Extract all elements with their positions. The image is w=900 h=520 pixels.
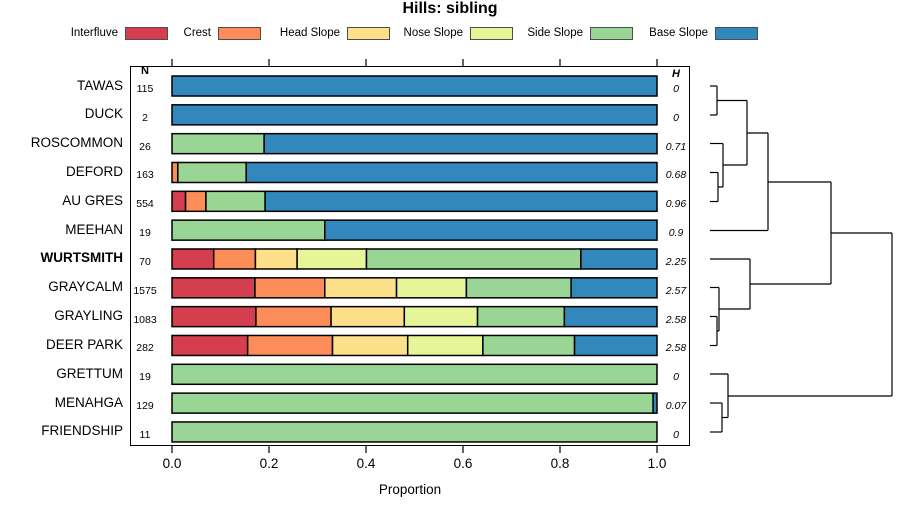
h-value-duck: 0 [673,111,679,124]
chart-title: Hills: sibling [402,0,498,17]
row-label-menahga: MENAHGA [54,394,123,410]
legend-label-crest: Crest [183,27,211,39]
row-label-wurtsmith: WURTSMITH [40,250,123,266]
legend-label-base-slope: Base Slope [649,27,708,39]
x-tick-0.8: 0.8 [550,456,570,471]
legend-swatch-interfluve [125,27,168,40]
n-column-header: N [141,65,149,77]
n-value-wurtsmith: 70 [139,255,151,268]
n-value-roscommon: 26 [139,140,151,153]
n-value-graycalm: 1575 [133,284,157,297]
row-label-grettum: GRETTUM [56,365,123,381]
legend-swatch-nose-slope [470,27,513,40]
legend-label-interfluve: Interfluve [70,27,118,39]
n-value-au-gres: 554 [136,198,154,211]
legend-swatch-side-slope [590,27,633,40]
h-value-tawas: 0 [673,83,679,95]
n-value-meehan: 19 [139,227,151,240]
h-value-grayling: 2.58 [665,313,687,326]
h-value-menahga: 0.07 [665,400,687,413]
row-label-roscommon: ROSCOMMON [30,135,123,151]
legend-label-head-slope: Head Slope [279,27,340,39]
row-label-deford: DEFORD [66,163,123,179]
n-value-friendship: 11 [139,428,151,441]
h-value-friendship: 0 [673,428,679,441]
legend-swatch-base-slope [715,27,758,40]
x-tick-0.2: 0.2 [259,456,279,471]
row-label-tawas: TAWAS [77,77,123,93]
h-value-au-gres: 0.96 [665,198,687,211]
row-label-duck: DUCK [84,106,123,122]
legend-swatch-crest [218,27,261,40]
plot-area [130,66,690,446]
legend-swatch-head-slope [347,27,390,40]
n-value-grayling: 1083 [133,313,157,326]
h-value-deer-park: 2.58 [665,342,687,355]
h-value-roscommon: 0.71 [665,140,687,153]
x-tick-0.6: 0.6 [453,456,473,471]
x-tick-0.4: 0.4 [356,456,376,471]
n-value-deer-park: 282 [136,342,154,355]
n-value-duck: 2 [142,111,148,124]
n-value-deford: 163 [136,169,154,182]
x-tick-1.0: 1.0 [647,456,667,471]
h-value-grettum: 0 [673,371,679,384]
n-value-grettum: 19 [139,371,151,384]
x-axis-title: Proportion [378,482,442,497]
n-value-tawas: 115 [136,83,154,95]
row-label-grayling: GRAYLING [54,308,123,324]
x-tick-0.0: 0.0 [162,456,182,471]
h-column-header: H [672,68,680,80]
h-value-deford: 0.68 [665,169,687,182]
row-label-friendship: FRIENDSHIP [41,423,123,439]
row-label-meehan: MEEHAN [65,221,123,237]
h-value-graycalm: 2.57 [665,284,687,297]
h-value-wurtsmith: 2.25 [665,255,687,268]
row-label-au-gres: AU GRES [62,192,123,208]
legend-label-side-slope: Side Slope [527,27,583,39]
row-label-deer-park: DEER PARK [45,336,123,352]
legend-label-nose-slope: Nose Slope [403,27,463,39]
row-label-graycalm: GRAYCALM [48,279,123,295]
h-value-meehan: 0.9 [668,227,684,240]
n-value-menahga: 129 [136,400,154,413]
